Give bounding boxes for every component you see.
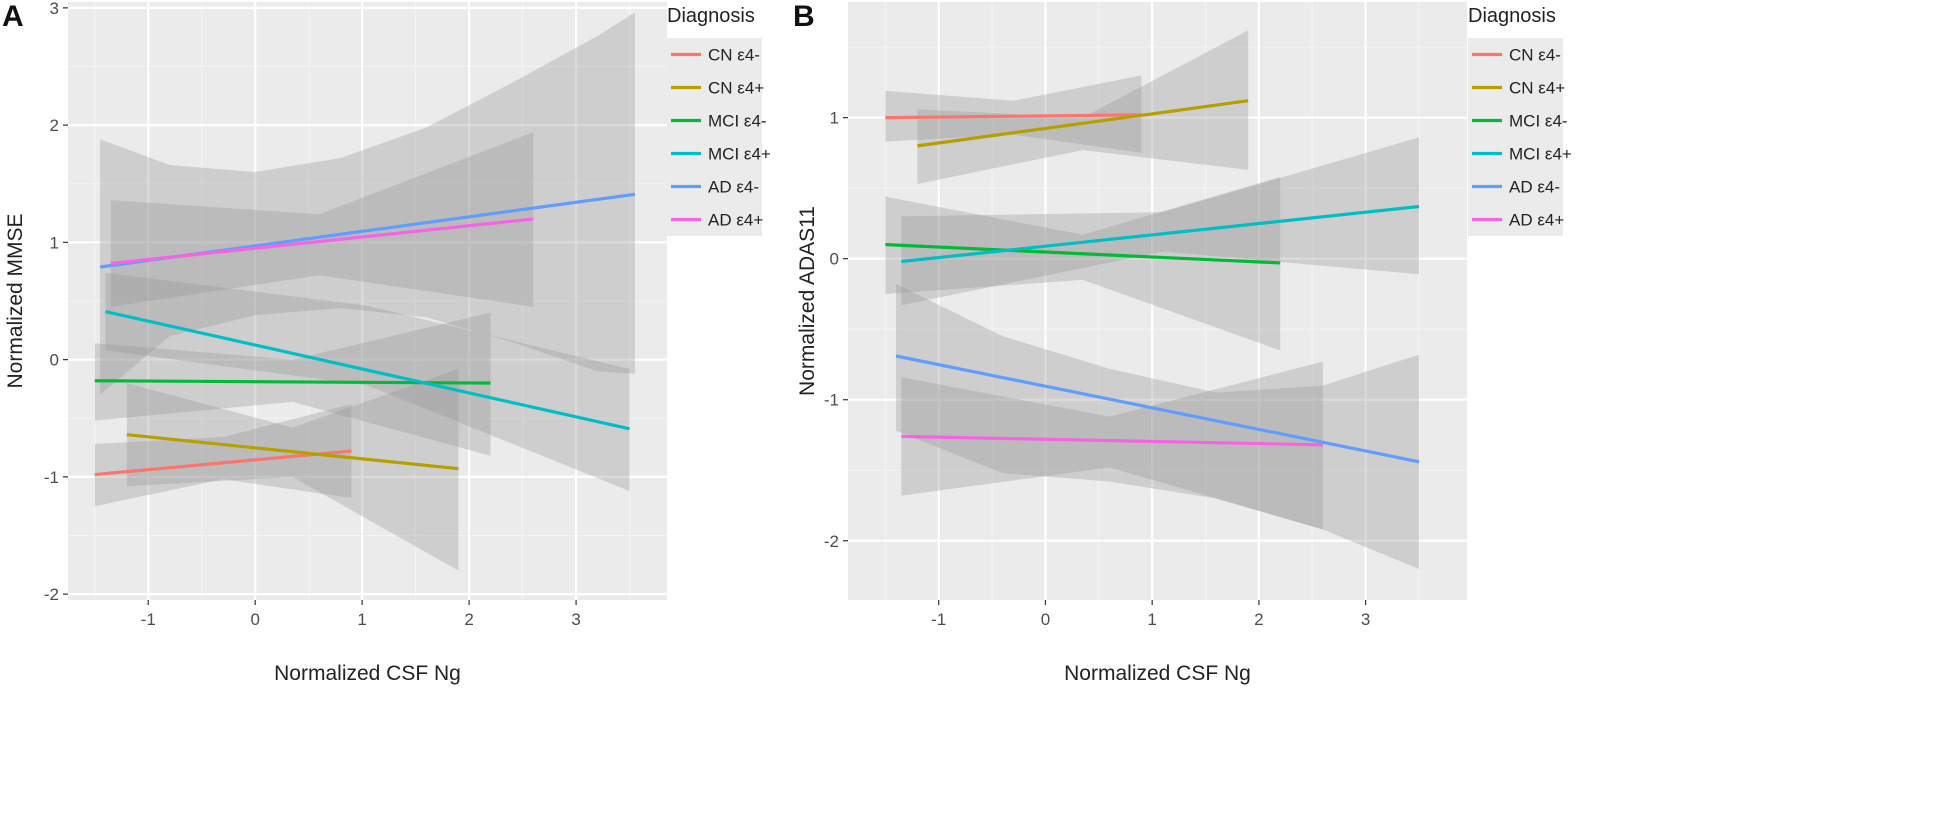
- x-axis-title: Normalized CSF Ng: [1064, 662, 1251, 685]
- x-tick-label: 3: [1361, 610, 1370, 629]
- series-line: [885, 242, 1281, 265]
- plot-background: [848, 2, 1467, 600]
- series-line: [917, 99, 1249, 148]
- x-axis-title: Normalized CSF Ng: [274, 662, 461, 685]
- series-line: [901, 434, 1323, 447]
- series-line: [895, 354, 1420, 464]
- y-tick-label: -1: [824, 391, 839, 410]
- y-tick-label: 1: [830, 109, 839, 128]
- legend-label: AD ε4+: [708, 211, 763, 230]
- confidence-band: [126, 369, 459, 571]
- x-tick-label: 2: [1254, 610, 1263, 629]
- panel-letter: A: [2, 0, 24, 33]
- y-tick-label: 0: [830, 250, 839, 269]
- legend-label: CN ε4+: [708, 79, 764, 98]
- legend-title: Diagnosis: [1468, 5, 1556, 27]
- panel-letter: B: [793, 0, 815, 33]
- confidence-band: [885, 176, 1281, 351]
- legend-label: MCI ε4+: [708, 145, 771, 164]
- series-line: [110, 217, 534, 266]
- panel-b: -1 0 1 2 3 -2 -1 0 1 Normalized CSF Ng Normalized …: [793, 0, 1572, 685]
- legend-label: CN ε4-: [1509, 46, 1561, 65]
- y-axis-title: Normalized MMSE: [4, 213, 27, 388]
- legend-label: CN ε4+: [1509, 79, 1565, 98]
- confidence-band: [110, 132, 534, 307]
- legend-key-background: [1468, 38, 1563, 236]
- x-tick-label: 1: [357, 610, 366, 629]
- x-tick-label: 0: [250, 610, 259, 629]
- series-line: [901, 204, 1420, 264]
- y-tick-label: 2: [50, 116, 59, 135]
- legend-label: MCI ε4-: [1509, 112, 1568, 131]
- x-tick-label: 3: [571, 610, 580, 629]
- confidence-band: [100, 12, 635, 395]
- legend-label: AD ε4+: [1509, 211, 1564, 230]
- legend-label: AD ε4-: [708, 178, 759, 197]
- legend-label: MCI ε4-: [708, 112, 767, 131]
- x-tick-label: 0: [1041, 610, 1050, 629]
- x-tick-label: 1: [1147, 610, 1156, 629]
- panel-a: -1 0 1 2 3 -2 -1 0 1 2 3 Normalized CSF Ng Normalize…: [2, 0, 771, 685]
- series-line: [105, 309, 630, 431]
- series-line: [126, 433, 459, 471]
- y-tick-label: -1: [44, 468, 59, 487]
- series-line: [885, 113, 1142, 120]
- confidence-band: [901, 361, 1323, 530]
- confidence-band: [885, 75, 1142, 153]
- confidence-band: [94, 404, 352, 507]
- x-tick-label: -1: [931, 610, 946, 629]
- confidence-band: [94, 312, 491, 456]
- legend-label: CN ε4-: [708, 46, 760, 65]
- y-tick-label: -2: [44, 585, 59, 604]
- confidence-band: [901, 137, 1419, 306]
- x-tick-label: -1: [141, 610, 156, 629]
- y-axis-title: Normalized ADAS11: [796, 206, 819, 396]
- x-tick-label: 2: [464, 610, 473, 629]
- confidence-band: [896, 284, 1419, 569]
- legend-label: MCI ε4+: [1509, 145, 1572, 164]
- y-tick-label: 1: [50, 233, 59, 252]
- confidence-band: [917, 30, 1249, 184]
- y-tick-label: -2: [824, 532, 839, 551]
- y-tick-label: 3: [50, 0, 59, 18]
- series-line: [94, 449, 352, 477]
- legend-label: AD ε4-: [1509, 178, 1560, 197]
- y-tick-label: 0: [50, 351, 59, 370]
- legend-title: Diagnosis: [667, 5, 755, 27]
- legend-key-background: [667, 38, 762, 236]
